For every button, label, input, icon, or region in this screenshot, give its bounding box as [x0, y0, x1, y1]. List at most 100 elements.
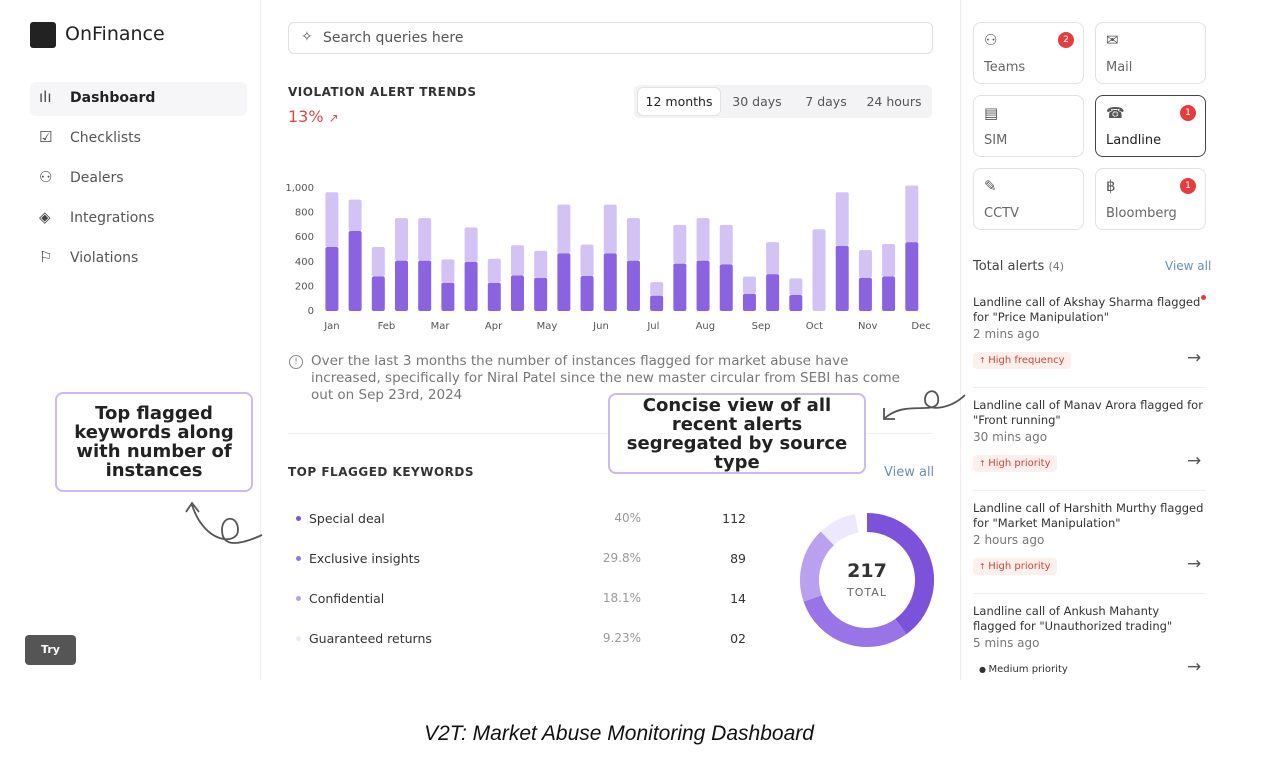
alert-text[interactable]: Landline call of Akshay Sharma flagged f… [973, 295, 1201, 324]
nav-item[interactable]: Violations [70, 250, 139, 266]
alert-text[interactable]: Landline call of Manav Arora flagged for… [973, 398, 1203, 427]
source-tile[interactable]: ▤ SIM [973, 95, 1084, 157]
badge: 2 [1058, 32, 1074, 48]
tile-icon: ✉ [1106, 31, 1119, 49]
alert-arrow[interactable]: → [1187, 554, 1202, 574]
bar [673, 224, 687, 264]
bar [766, 274, 780, 311]
alert-text[interactable]: Landline call of Harshith Murthy flagged… [973, 501, 1204, 530]
y-tick-label: 600 [295, 232, 314, 243]
bar [835, 192, 849, 246]
bar [719, 264, 733, 311]
tile-icon: ฿ [1106, 177, 1116, 195]
bar [441, 259, 455, 283]
alert-tag-label: High frequency [988, 355, 1065, 366]
annotation: Concise view of all recent alerts segreg… [608, 393, 866, 474]
x-tick-label: Dec [911, 321, 930, 332]
bar [766, 242, 780, 275]
x-tick-label: Oct [806, 321, 823, 332]
bar [673, 263, 687, 311]
nav-item[interactable]: Checklists [70, 130, 141, 146]
bar [650, 295, 664, 311]
badge: 1 [1180, 105, 1196, 121]
bar [395, 260, 409, 311]
keyword-count: 89 [730, 551, 746, 566]
alert-arrow[interactable]: → [1187, 657, 1202, 677]
bar [696, 260, 710, 311]
nav-icon: ⚇ [39, 168, 53, 186]
source-tile[interactable]: ⚇ Teams 2 [973, 22, 1084, 84]
keyword-count: 14 [730, 591, 746, 606]
tab[interactable]: 30 days [732, 94, 782, 109]
x-tick-label: Jun [592, 321, 609, 332]
tile-icon: ✎ [984, 177, 997, 195]
insight-text: Over the last 3 months the number of ins… [311, 353, 900, 403]
bar [742, 276, 756, 294]
bar [371, 247, 385, 277]
bar [534, 277, 548, 311]
bar [626, 218, 640, 261]
alert-arrow[interactable]: → [1187, 348, 1202, 368]
alert-tag: ● Medium priority [973, 661, 1074, 678]
nav-item[interactable]: Dealers [70, 170, 124, 186]
donut-segment [820, 514, 859, 546]
bar [835, 245, 849, 311]
tile-icon: ▤ [984, 104, 999, 122]
source-tile[interactable]: ฿ Bloomberg 1 [1095, 168, 1206, 230]
bar [882, 243, 896, 277]
alert-tag: ↑ High frequency [973, 352, 1071, 369]
try-pitch[interactable]: Try Pitch [25, 635, 76, 686]
tab[interactable]: 12 months [638, 88, 720, 115]
bar [742, 293, 756, 311]
tile-name: Landline [1106, 133, 1162, 148]
trend-value: 13% [288, 107, 324, 126]
bar [325, 247, 339, 311]
keyword-name: Confidential [309, 591, 385, 606]
x-tick-label: Nov [858, 321, 878, 332]
tab[interactable]: 24 hours [866, 94, 922, 109]
divider [960, 0, 961, 680]
bar [905, 242, 919, 311]
tile-icon: ⚇ [984, 31, 998, 49]
x-tick-label: May [537, 321, 558, 332]
view-all[interactable]: View all [1165, 259, 1212, 273]
nav-icon: ☑ [39, 128, 53, 146]
nav-icon: ⚐ [39, 248, 53, 266]
bar [905, 185, 919, 243]
caption: V2T: Market Abuse Monitoring Dashboard [424, 722, 814, 745]
keyword-count: 02 [730, 631, 746, 646]
bar [348, 199, 362, 232]
annotation-arrow [185, 501, 263, 544]
donut-total-label: TOTAL [847, 586, 887, 599]
keywords-title: TOP FLAGGED KEYWORDS [288, 465, 474, 479]
nav-icon: ◈ [39, 208, 51, 226]
alert-arrow[interactable]: → [1187, 451, 1202, 471]
alerts-count: (4) [1048, 260, 1065, 273]
source-tile[interactable]: ✉ Mail [1095, 22, 1206, 84]
keyword-dot [296, 636, 301, 641]
bar [487, 258, 501, 283]
nav-item[interactable]: Dashboard [70, 90, 156, 106]
search-box[interactable]: ✧ Search queries here [288, 22, 933, 54]
x-tick-label: Aug [696, 321, 716, 332]
alert-time: 2 mins ago [973, 327, 1040, 341]
keyword-percent: 18.1% [602, 591, 641, 605]
source-tile[interactable]: ☎ Landline 1 [1095, 95, 1206, 157]
annotation: Top flagged keywords along with number o… [55, 392, 253, 492]
nav-item[interactable]: Integrations [70, 210, 155, 226]
keyword-percent: 9.23% [602, 631, 641, 645]
view-all[interactable]: View all [884, 465, 935, 480]
source-tile[interactable]: ✎ CCTV [973, 168, 1084, 230]
alert-text[interactable]: Landline call of Ankush Mahanty flagged … [973, 604, 1173, 633]
brand-name: OnFinance [65, 23, 165, 45]
alert-divider [973, 593, 1206, 594]
keyword-count: 112 [722, 511, 746, 526]
y-tick-label: 800 [295, 208, 314, 219]
keyword-name: Special deal [309, 511, 385, 526]
bar [464, 227, 478, 262]
x-tick-label: Feb [378, 321, 396, 332]
y-tick-label: 0 [308, 306, 314, 317]
tile-name: Teams [984, 60, 1026, 75]
keyword-name: Exclusive insights [309, 551, 421, 566]
tab[interactable]: 7 days [805, 94, 847, 109]
